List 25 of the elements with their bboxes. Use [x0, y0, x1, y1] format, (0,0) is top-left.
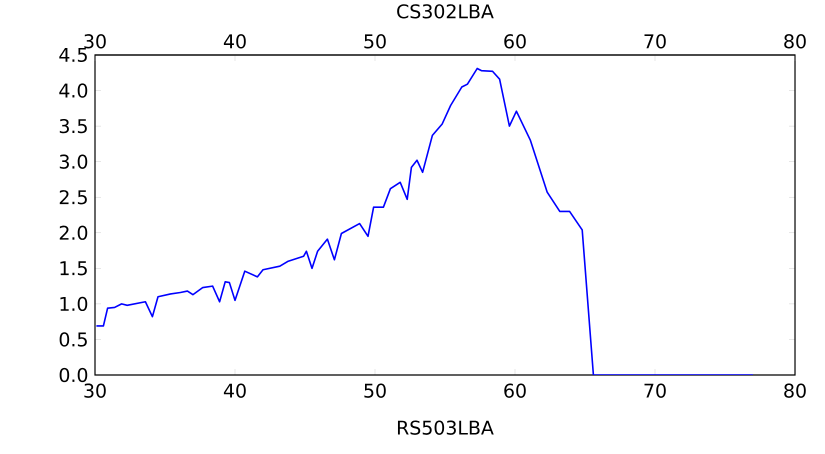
- y-tick-label: 0.5: [60, 332, 87, 347]
- x2-tick-label: 30: [84, 384, 106, 398]
- x2-tick-label: 50: [364, 384, 386, 398]
- x-tick-label: 50: [364, 34, 386, 48]
- text: RS503LBA: [398, 420, 494, 435]
- y-tick-label: 2.0: [60, 226, 88, 240]
- x2-tick-label: 70: [644, 384, 666, 398]
- x2-tick-label: 60: [504, 384, 526, 398]
- y-tick-label: 1.5: [60, 261, 87, 276]
- y-tick-label: 2.5: [60, 190, 87, 204]
- x-tick-label: 80: [784, 34, 806, 48]
- line-series: [96, 68, 754, 375]
- x2-tick-label: 80: [784, 384, 806, 398]
- x-tick-label: 70: [644, 34, 666, 48]
- x2-tick-label: 40: [224, 384, 246, 398]
- x-tick-label: 40: [224, 34, 246, 48]
- y-tick-label: 4.5: [59, 48, 87, 62]
- x-tick-label: 60: [504, 34, 526, 48]
- y-tick-label: 0.0: [60, 368, 88, 382]
- x-tick-label: 30: [84, 34, 106, 48]
- y-tick-label: 1.0: [60, 296, 88, 312]
- y-tick-label: 4.0: [59, 83, 88, 98]
- y-tick-label: 3.0: [60, 154, 88, 169]
- y-tick-label: 3.5: [60, 118, 87, 134]
- chart-title: CS302LBA: [397, 4, 494, 19]
